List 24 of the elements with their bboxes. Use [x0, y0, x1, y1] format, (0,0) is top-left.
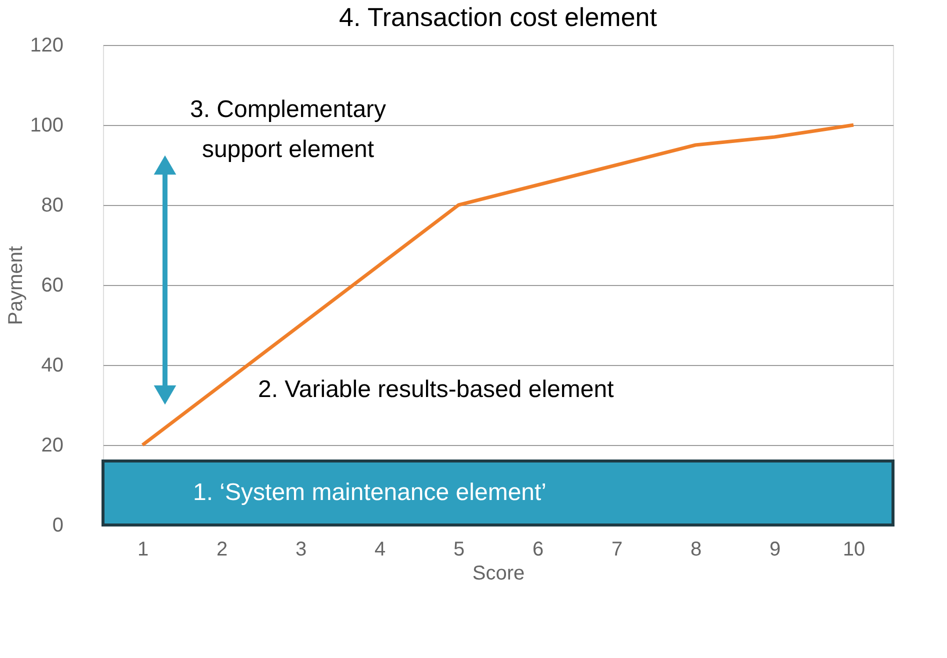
- annotation: 3. Complementary support element: [190, 96, 386, 163]
- x-tick-label: 4: [374, 538, 386, 560]
- y-tick-label: 0: [52, 514, 64, 536]
- annotation: 2. Variable results-based element: [258, 376, 614, 403]
- x-tick-label: 5: [453, 538, 465, 560]
- x-tick-label: 3: [295, 538, 307, 560]
- y-tick-label: 120: [30, 34, 64, 56]
- x-axis-title: Score: [472, 562, 525, 584]
- x-tick-label: 1: [137, 538, 149, 560]
- chart-title: 4. Transaction cost element: [339, 2, 658, 32]
- x-tick-label: 10: [842, 538, 866, 560]
- y-tick-label: 20: [41, 434, 64, 456]
- y-tick-label: 100: [30, 114, 64, 136]
- y-tick-label: 80: [41, 194, 64, 216]
- y-tick-label: 60: [41, 274, 64, 296]
- y-axis-title: Payment: [5, 246, 28, 325]
- y-tick-label: 40: [41, 354, 64, 376]
- x-tick-label: 7: [611, 538, 623, 560]
- band-label: 1. ‘System maintenance element’: [193, 479, 547, 506]
- x-tick-label: 8: [690, 538, 702, 560]
- x-tick-label: 2: [216, 538, 228, 560]
- line-series: [140, 123, 856, 447]
- x-tick-label: 6: [532, 538, 544, 560]
- x-tick-label: 9: [769, 538, 781, 560]
